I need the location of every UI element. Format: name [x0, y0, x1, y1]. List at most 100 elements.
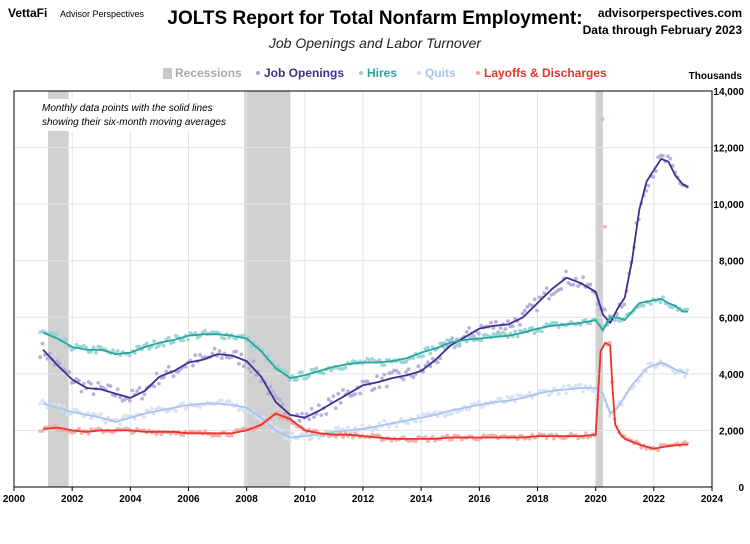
point-hires-102 — [285, 371, 290, 376]
point-quits-139 — [375, 426, 379, 431]
point-job-openings-95 — [268, 384, 273, 389]
point-quits-100 — [280, 428, 285, 432]
point-hires-32 — [115, 349, 120, 353]
point-job-openings-212 — [552, 291, 556, 296]
point-quits-112 — [309, 436, 314, 441]
point-job-openings-63 — [191, 363, 195, 368]
point-layoffs-discharges-162 — [430, 435, 435, 439]
point-layoffs-discharges-225 — [583, 431, 588, 436]
point-job-openings-116 — [319, 413, 324, 417]
point-quits-59 — [181, 401, 186, 406]
point-job-openings-121 — [331, 394, 336, 399]
x-tick-label-2018: 2018 — [526, 494, 549, 505]
point-layoffs-discharges-50 — [159, 432, 164, 437]
point-job-openings-123 — [336, 391, 341, 396]
data-through-label: Data through February 2023 — [583, 23, 743, 37]
point-hires-23 — [94, 351, 98, 355]
point-job-openings-201 — [525, 305, 530, 309]
point-hires-225 — [583, 318, 588, 322]
point-job-openings-57 — [176, 369, 181, 374]
point-hires-213 — [554, 321, 559, 325]
point-quits-170 — [450, 411, 455, 416]
y-tick-label-6000: 6,000 — [719, 313, 744, 324]
point-hires-126 — [343, 365, 348, 370]
point-hires-196 — [513, 329, 518, 334]
y-tick-label-2000: 2,000 — [719, 426, 744, 437]
point-layoffs-discharges-1 — [40, 429, 45, 433]
legend-marker-hires — [359, 71, 363, 75]
point-job-openings-86 — [246, 366, 251, 371]
point-layoffs-discharges-233 — [603, 224, 607, 229]
point-job-openings-176 — [464, 330, 469, 334]
point-job-openings-66 — [198, 353, 203, 357]
point-hires-51 — [161, 343, 166, 348]
point-job-openings-47 — [152, 384, 157, 389]
x-tick-label-2022: 2022 — [643, 494, 666, 505]
point-layoffs-discharges-145 — [389, 438, 394, 443]
point-quits-155 — [413, 419, 418, 424]
point-job-openings-38 — [130, 388, 135, 393]
point-job-openings-260 — [668, 156, 673, 161]
point-layoffs-discharges-209 — [544, 436, 549, 440]
legend-label-hires: Hires — [367, 66, 397, 80]
point-job-openings-154 — [411, 375, 416, 380]
point-quits-20 — [86, 411, 91, 415]
point-job-openings-48 — [154, 371, 159, 376]
point-job-openings-18 — [81, 381, 86, 386]
point-quits-147 — [394, 424, 399, 429]
recession-band-0 — [48, 91, 69, 487]
point-hires-173 — [457, 341, 462, 346]
point-job-openings-119 — [326, 397, 331, 402]
point-job-openings-41 — [137, 386, 142, 390]
brand-logo: VettaFi Advisor Perspectives — [8, 6, 145, 20]
point-quits-140 — [377, 421, 382, 425]
point-hires-45 — [147, 346, 152, 351]
point-job-openings-55 — [171, 374, 176, 378]
point-job-openings-118 — [324, 412, 329, 416]
point-hires-37 — [127, 353, 132, 358]
legend: Recessions Job Openings Hires Quits Layo… — [163, 66, 607, 80]
point-quits-104 — [290, 431, 295, 436]
point-hires-11 — [64, 338, 69, 342]
legend-marker-layoffs — [476, 71, 480, 75]
point-job-openings-181 — [476, 331, 481, 336]
legend-label-job-openings: Job Openings — [264, 66, 344, 80]
brand-name: VettaFi — [8, 6, 47, 20]
x-axis-ticks: 2000 2002 2004 2006 2008 2010 2012 2014 2016 2018… — [3, 487, 724, 505]
point-hires-76 — [222, 336, 227, 341]
point-hires-252 — [649, 302, 653, 306]
point-layoffs-discharges-48 — [154, 432, 159, 437]
point-hires-160 — [426, 345, 430, 350]
point-job-openings-130 — [353, 392, 358, 396]
point-layoffs-discharges-155 — [413, 439, 418, 444]
point-job-openings-132 — [358, 391, 362, 396]
point-job-openings-193 — [506, 319, 510, 323]
x-tick-label-2006: 2006 — [177, 494, 200, 505]
point-quits-225 — [583, 384, 588, 388]
point-hires-49 — [157, 343, 161, 348]
point-hires-197 — [515, 334, 520, 339]
point-quits-195 — [510, 394, 515, 399]
point-hires-249 — [641, 303, 646, 308]
point-job-openings-53 — [166, 365, 171, 369]
point-quits-203 — [530, 395, 535, 400]
annotation-line-2: showing their six-month moving averages — [42, 117, 226, 128]
point-layoffs-discharges-255 — [656, 448, 661, 453]
point-hires-176 — [464, 339, 469, 344]
point-job-openings-240 — [619, 305, 624, 309]
recession-bands — [48, 91, 603, 487]
point-job-openings-83 — [239, 352, 244, 357]
point-job-openings-1 — [40, 341, 45, 346]
point-layoffs-discharges-129 — [350, 435, 355, 440]
point-quits-127 — [346, 425, 350, 430]
point-job-openings-209 — [544, 286, 549, 291]
point-quits-223 — [578, 382, 583, 387]
point-job-openings-17 — [79, 389, 84, 394]
point-job-openings-0 — [38, 355, 43, 360]
point-hires-140 — [377, 358, 382, 362]
x-tick-label-2014: 2014 — [410, 494, 433, 505]
point-quits-8 — [57, 402, 62, 407]
point-job-openings-24 — [96, 381, 101, 385]
point-hires-41 — [137, 344, 142, 349]
